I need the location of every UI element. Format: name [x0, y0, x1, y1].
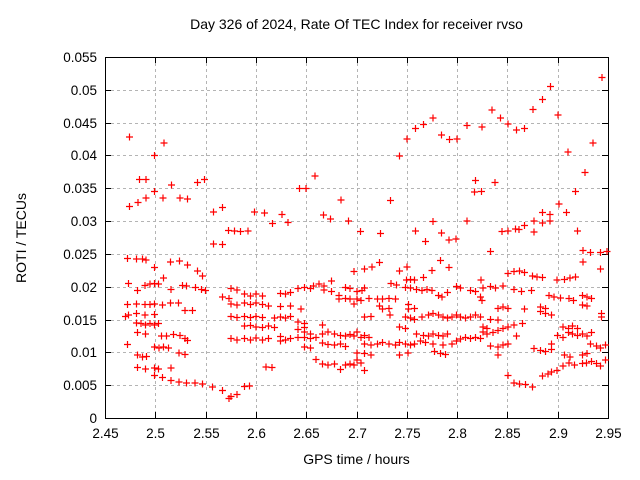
- y-tick-label: 0.025: [63, 247, 97, 262]
- y-tick-label: 0.005: [63, 378, 97, 393]
- chart-title: Day 326 of 2024, Rate Of TEC Index for r…: [190, 16, 523, 32]
- x-tick-label: 2.75: [394, 426, 420, 441]
- y-axis-label: ROTI / TECUs: [13, 193, 29, 283]
- y-tick-label: 0.01: [71, 345, 97, 360]
- y-tick-label: 0.02: [71, 280, 97, 295]
- y-tick-label: 0.03: [71, 214, 97, 229]
- x-tick-label: 2.55: [193, 426, 219, 441]
- y-tick-label: 0.015: [63, 313, 97, 328]
- y-tick-label: 0.045: [63, 116, 97, 131]
- x-tick-label: 2.7: [348, 426, 367, 441]
- data-points: [122, 74, 611, 402]
- y-tick-label: 0.035: [63, 181, 97, 196]
- x-tick-label: 2.9: [549, 426, 568, 441]
- x-tick-label: 2.6: [247, 426, 266, 441]
- y-tick-label: 0.04: [71, 148, 98, 163]
- y-tick-label: 0.055: [63, 50, 97, 65]
- x-tick-label: 2.45: [92, 426, 118, 441]
- x-tick-label: 2.8: [448, 426, 467, 441]
- y-tick-label: 0: [89, 411, 97, 426]
- x-axis-label: GPS time / hours: [303, 451, 410, 467]
- x-tick-label: 2.95: [595, 426, 621, 441]
- x-tick-label: 2.85: [494, 426, 520, 441]
- x-tick-label: 2.65: [293, 426, 319, 441]
- x-tick-label: 2.5: [146, 426, 165, 441]
- y-tick-label: 0.05: [71, 83, 97, 98]
